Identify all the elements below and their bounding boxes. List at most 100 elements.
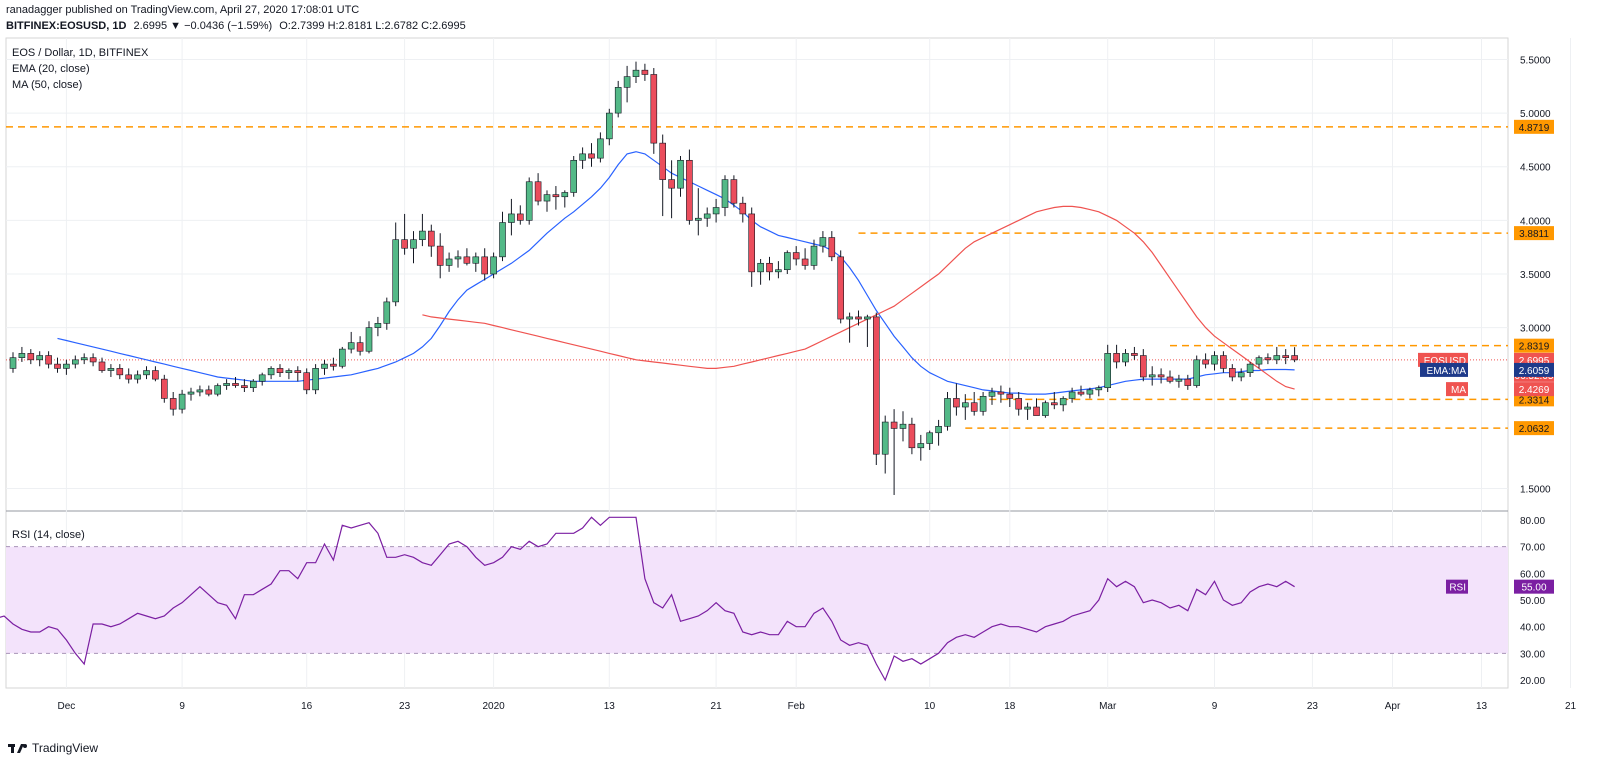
candle: [864, 314, 871, 347]
level-badge: [1514, 338, 1554, 353]
candle: [187, 387, 195, 401]
candle: [1211, 351, 1218, 371]
candle: [241, 379, 248, 392]
candle-body: [703, 213, 711, 219]
candle-body: [579, 153, 586, 161]
candle-body: [988, 391, 996, 397]
x-tick-label: Dec: [58, 701, 76, 712]
candle: [668, 160, 675, 219]
candle-body: [757, 262, 764, 273]
candle-body: [828, 237, 836, 258]
candle-body: [463, 256, 471, 264]
candle: [294, 366, 302, 382]
candle: [588, 143, 595, 167]
candle-body: [490, 256, 497, 275]
candle: [926, 430, 934, 450]
candle-body: [9, 357, 17, 369]
ma-value: 2.4269: [1519, 385, 1550, 396]
candle-body: [392, 239, 400, 303]
candle: [908, 417, 916, 455]
candle-body: [365, 327, 373, 352]
candle-body: [668, 179, 675, 189]
ema-tag: EMA:MA: [1427, 366, 1467, 377]
candle-body: [979, 395, 987, 412]
x-tick-label: Mar: [1099, 701, 1117, 712]
candle: [1148, 366, 1156, 386]
ema-legend: EMA (20, close): [12, 63, 90, 75]
candle-body: [819, 237, 827, 247]
candle-body: [1104, 353, 1111, 389]
candle-body: [383, 301, 391, 324]
candle-body: [659, 142, 667, 180]
candle: [267, 366, 275, 380]
candle: [1131, 346, 1138, 360]
candle-body: [312, 368, 319, 391]
candle: [125, 368, 132, 384]
candle-body: [1095, 387, 1103, 391]
candle-body: [1024, 406, 1031, 410]
candle-body: [116, 368, 124, 376]
candle-body: [1051, 402, 1058, 406]
candle: [152, 366, 159, 382]
candle: [250, 379, 257, 392]
candle: [285, 368, 293, 380]
candle-body: [401, 239, 408, 249]
rsi-legend: RSI (14, close): [12, 529, 85, 541]
candle-body: [899, 423, 907, 429]
candle-body: [837, 256, 845, 320]
candle: [1273, 346, 1281, 365]
candle-body: [98, 361, 106, 371]
candle-body: [534, 181, 542, 202]
symbol-line: BITFINEX:EOSUSD, 1D 2.6995 ▼ −0.0436 (−1…: [6, 20, 466, 32]
candle-body: [1068, 391, 1076, 399]
candle: [107, 364, 115, 377]
candle: [1051, 392, 1058, 410]
candle-body: [169, 398, 177, 410]
candle: [1086, 387, 1094, 399]
candle: [383, 297, 391, 330]
candle-body: [54, 363, 61, 369]
candle-body: [846, 316, 853, 320]
candle: [917, 434, 925, 461]
x-tick-label: 21: [1565, 701, 1577, 712]
candle: [872, 312, 880, 465]
axes: Dec9162320201321Feb1018Mar923Apr1321May5…: [58, 55, 1577, 712]
candle-body: [1211, 355, 1218, 365]
candle-body: [178, 393, 186, 410]
candle-body: [205, 389, 213, 395]
candle-body: [1077, 391, 1085, 395]
candle-body: [125, 374, 132, 380]
candle: [9, 352, 17, 373]
candle: [516, 205, 524, 225]
candle: [1068, 387, 1076, 403]
candle: [677, 156, 684, 197]
rsi-y-tick-label: 20.00: [1520, 676, 1545, 687]
candle-body: [1113, 353, 1120, 363]
candle: [748, 207, 756, 287]
level-label: 2.3314: [1519, 395, 1550, 406]
ma-tag: MA: [1451, 385, 1466, 396]
candle: [232, 376, 239, 388]
rsi-tag-bg: [1446, 579, 1468, 594]
candle-body: [970, 402, 978, 412]
candle-body: [605, 112, 613, 140]
y-tick-label: 4.0000: [1520, 216, 1551, 227]
candle-body: [1246, 363, 1254, 373]
candle-body: [864, 316, 871, 320]
candle-body: [330, 363, 337, 367]
x-tick-label: 9: [1212, 701, 1218, 712]
candle: [89, 353, 97, 367]
tradingview-footer[interactable]: TradingView: [8, 741, 98, 755]
x-tick-label: 16: [301, 701, 313, 712]
candle: [935, 419, 942, 446]
rsi-value: 55.00: [1521, 583, 1546, 594]
candle: [401, 213, 408, 255]
candle: [1220, 351, 1227, 373]
candle: [1077, 385, 1085, 397]
candle-body: [1229, 368, 1236, 378]
x-tick-label: 23: [1307, 701, 1319, 712]
y-tick-label: 3.0000: [1520, 324, 1551, 335]
candle: [801, 248, 809, 270]
candle-body: [775, 269, 782, 273]
